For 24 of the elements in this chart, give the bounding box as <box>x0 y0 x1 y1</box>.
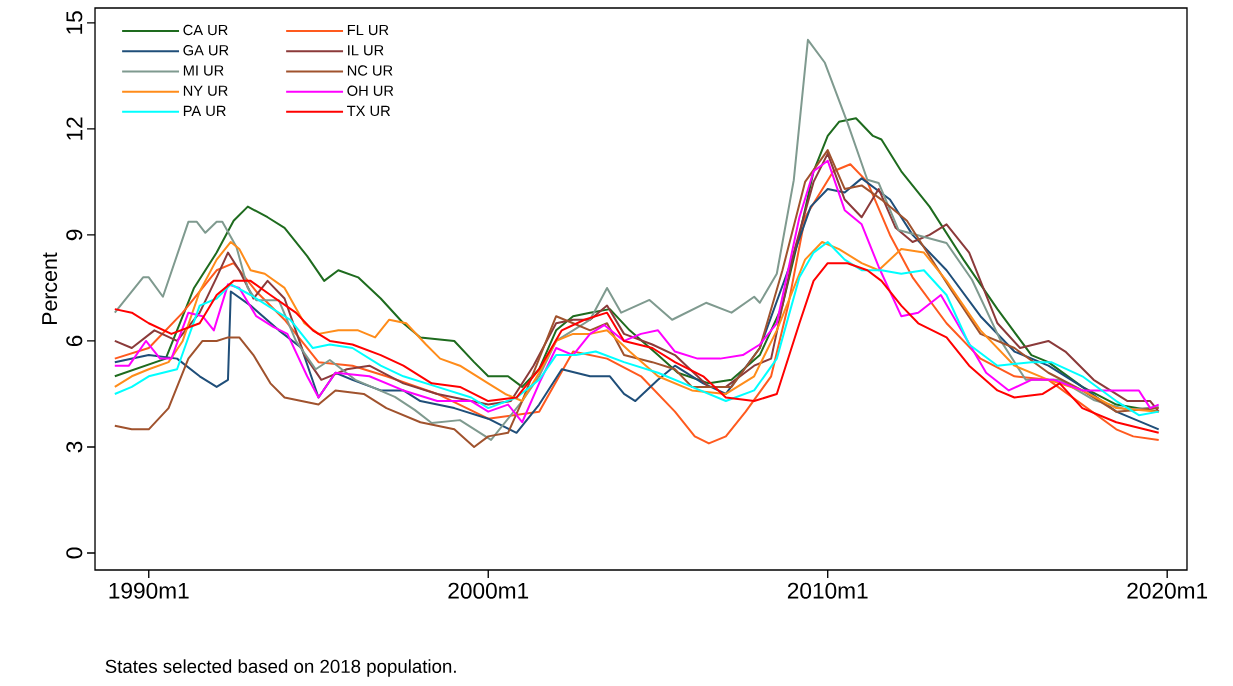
line-series <box>113 38 1160 441</box>
x-tick-label: 1990m1 <box>109 582 189 599</box>
y-tick-label: 6 <box>66 335 83 347</box>
y-tick-label: 15 <box>66 11 83 34</box>
y-axis-title: Percent <box>42 252 58 324</box>
legend-label: NC UR <box>347 65 393 76</box>
legend-label: TX UR <box>347 105 391 117</box>
legend-label: GA UR <box>183 45 229 56</box>
legend-label: PA UR <box>183 105 226 117</box>
legend-label: NY UR <box>183 85 228 96</box>
text: States selected based on 2018 population. <box>105 659 456 677</box>
x-tick-label: 2010m1 <box>787 582 868 599</box>
legend-label: FL UR <box>347 24 389 36</box>
legend-label: OH UR <box>347 85 394 96</box>
y-tick-label: 12 <box>66 117 83 140</box>
y-tick-label: 3 <box>66 441 83 453</box>
line-series <box>113 262 1160 434</box>
y-tick-label: 9 <box>66 229 83 241</box>
legend-label: CA UR <box>183 24 228 36</box>
y-tick-label: 0 <box>66 547 83 559</box>
x-tick-label: 2020m1 <box>1127 582 1208 599</box>
legend-label: MI UR <box>183 65 224 76</box>
legend-label: IL UR <box>348 45 384 56</box>
x-tick-label: 2000m1 <box>448 582 529 599</box>
